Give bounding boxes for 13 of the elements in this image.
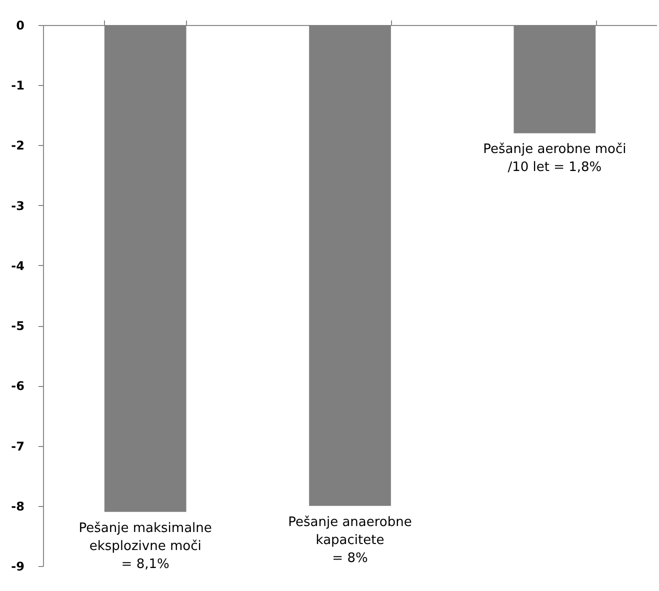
annotation: Pešanje aerobne moči /10 let = 1,8% <box>483 142 626 176</box>
y-tick-label: -7 <box>11 439 24 454</box>
y-tick-label: -4 <box>11 258 24 273</box>
y-tick-label: -9 <box>11 560 24 574</box>
y-tick-label: -3 <box>11 198 24 213</box>
y-tick-label: -1 <box>11 78 24 93</box>
y-tick-label: 0 <box>16 18 24 32</box>
y-tick-label: -6 <box>11 379 24 394</box>
y-tick-label: -8 <box>11 499 24 514</box>
annotation: Pešanje anaerobne kapacitete = 8% <box>288 514 412 566</box>
annotation: Pešanje maksimalne eksplozivne moči = 8,1% <box>78 520 212 572</box>
y-tick-label: -2 <box>11 138 24 153</box>
y-tick-label: -5 <box>11 319 24 334</box>
